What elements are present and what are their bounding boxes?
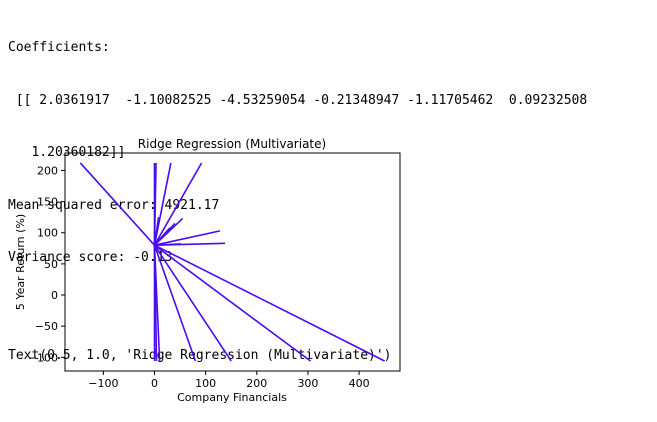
series-line-8 <box>153 245 161 362</box>
series-line-12 <box>154 244 386 362</box>
y-axis-ticks: −100 −50 0 50 100 150 200 <box>28 164 65 364</box>
series-line-1 <box>79 162 156 246</box>
x-tick-label: 0 <box>151 377 158 390</box>
series-line-18 <box>153 222 176 246</box>
x-tick-label: 300 <box>297 377 318 390</box>
coefficients-label: Coefficients: <box>8 40 110 55</box>
x-tick-label: −100 <box>88 377 118 390</box>
x-tick-label: 200 <box>246 377 267 390</box>
series-line-9 <box>153 244 197 362</box>
x-axis-ticks: −100 0 100 200 300 400 <box>88 371 370 390</box>
series-line-3 <box>153 162 157 246</box>
y-axis-label: 5 Year Return (%) <box>14 214 27 310</box>
y-tick-label: 150 <box>37 196 58 209</box>
x-tick-label: 100 <box>195 377 216 390</box>
mse-text: Mean squared error: 4921.17 <box>8 197 220 213</box>
series-line-16 <box>154 243 182 246</box>
series-line-19 <box>153 217 160 246</box>
y-tick-label: 50 <box>44 258 58 271</box>
series-line-11 <box>154 244 311 362</box>
text-repr: Text(0.5, 1.0, 'Ridge Regression (Multiv… <box>8 347 392 363</box>
series-line-14 <box>154 230 221 246</box>
y-tick-label: 200 <box>37 164 58 177</box>
chart-title: Ridge Regression (Multivariate) <box>138 137 326 151</box>
y-tick-label: −100 <box>28 351 58 364</box>
x-tick-label: 400 <box>349 377 370 390</box>
series-line-10 <box>153 244 232 362</box>
x-axis-label: Company Financials <box>177 391 287 404</box>
variance-text: Variance score: -0.13 <box>8 250 173 265</box>
chart-lines <box>79 162 386 362</box>
y-tick-label: −50 <box>35 320 58 333</box>
plot-frame <box>64 152 401 372</box>
y-tick-label: 100 <box>37 227 58 240</box>
coefficients-values-line1: [[ 2.0361917 -1.10082525 -4.53259054 -0.… <box>8 92 588 108</box>
y-tick-label: 0 <box>51 289 58 302</box>
series-line-5 <box>153 162 203 246</box>
